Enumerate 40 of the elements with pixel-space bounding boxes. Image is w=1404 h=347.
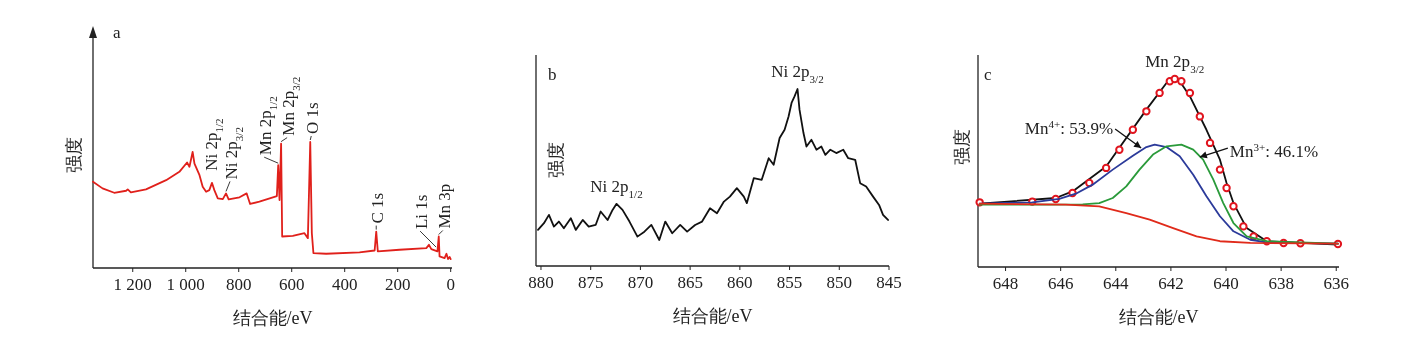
annotation: C 1s xyxy=(368,192,388,224)
x-tick-label: 646 xyxy=(1047,274,1074,293)
x-tick-label: 845 xyxy=(876,273,902,292)
annotation: O 1s xyxy=(303,102,323,134)
x-tick-label: 636 xyxy=(1323,274,1349,293)
annotation: Mn$^{3+}$: 46.1% xyxy=(1229,141,1319,162)
x-tick-label: 600 xyxy=(278,275,305,294)
x-axis-title: 结合能/eV xyxy=(1118,307,1199,327)
chart-title: c xyxy=(984,65,992,84)
annotation: Mn 2p$_{3/2}$ xyxy=(1145,52,1205,75)
annotation: Mn$^{4+}$: 53.9% xyxy=(1024,118,1114,138)
x-tick-label: 1 200 xyxy=(113,275,152,294)
x-tick-label: 0 xyxy=(446,275,455,294)
x-tick-label: 642 xyxy=(1158,274,1184,293)
x-tick-label: 640 xyxy=(1213,274,1239,293)
x-tick-label: 644 xyxy=(1103,274,1130,293)
chart-title: a xyxy=(113,23,121,42)
x-axis-title: 结合能/eV xyxy=(232,308,313,328)
x-tick-label: 855 xyxy=(776,273,803,292)
chart-title: b xyxy=(548,65,557,84)
x-axis-title: 结合能/eV xyxy=(672,306,753,326)
x-tick-label: 648 xyxy=(992,274,1019,293)
x-tick-label: 870 xyxy=(627,273,654,292)
x-tick-label: 865 xyxy=(677,273,703,292)
x-tick-label: 880 xyxy=(528,273,554,292)
annotation: Li 1s xyxy=(412,194,432,230)
annotation: Ni 2p$_{1/2}$ xyxy=(590,176,643,200)
x-tick-label: 800 xyxy=(225,275,252,294)
x-tick-label: 850 xyxy=(826,273,853,292)
x-tick-label: 638 xyxy=(1268,274,1294,293)
annotation: Mn 3p xyxy=(434,183,454,229)
y-axis-title: 强度 xyxy=(546,142,566,178)
x-tick-label: 875 xyxy=(577,273,604,292)
y-axis-title: 强度 xyxy=(952,129,972,165)
x-tick-label: 860 xyxy=(727,273,753,292)
x-tick-label: 1 000 xyxy=(166,275,205,294)
x-tick-label: 400 xyxy=(331,275,358,294)
x-tick-label: 200 xyxy=(384,275,411,294)
annotation: Ni 2p$_{3/2}$ xyxy=(771,62,824,85)
y-axis-title: 强度 xyxy=(64,137,84,173)
